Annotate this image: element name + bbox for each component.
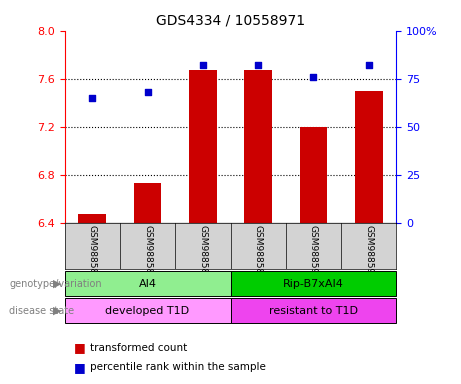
Text: genotype/variation: genotype/variation: [9, 279, 102, 289]
Bar: [300, 127, 327, 223]
Text: GSM988585: GSM988585: [88, 225, 97, 280]
Bar: [355, 91, 383, 223]
Bar: [230, 271, 396, 296]
Point: [365, 62, 372, 68]
Text: ▶: ▶: [53, 279, 62, 289]
Text: transformed count: transformed count: [90, 343, 187, 353]
Text: GSM988586: GSM988586: [143, 225, 152, 280]
Point: [89, 95, 96, 101]
Text: ■: ■: [74, 361, 85, 374]
Text: ■: ■: [74, 341, 85, 354]
Point: [199, 62, 207, 68]
Text: GSM988590: GSM988590: [309, 225, 318, 280]
Point: [310, 74, 317, 80]
Bar: [65, 271, 230, 296]
Point: [254, 62, 262, 68]
Text: AI4: AI4: [138, 279, 157, 289]
Text: resistant to T1D: resistant to T1D: [269, 306, 358, 316]
Text: ▶: ▶: [53, 306, 62, 316]
Bar: [189, 70, 217, 223]
Bar: [134, 183, 161, 223]
Text: GSM988589: GSM988589: [254, 225, 263, 280]
Text: developed T1D: developed T1D: [106, 306, 189, 316]
Bar: [78, 214, 106, 223]
Text: GSM988587: GSM988587: [198, 225, 207, 280]
Text: GSM988591: GSM988591: [364, 225, 373, 280]
Point: [144, 89, 151, 95]
Text: disease state: disease state: [9, 306, 74, 316]
Text: Rip-B7xAI4: Rip-B7xAI4: [283, 279, 344, 289]
Text: GDS4334 / 10558971: GDS4334 / 10558971: [156, 13, 305, 27]
Text: percentile rank within the sample: percentile rank within the sample: [90, 362, 266, 372]
Bar: [230, 298, 396, 323]
Bar: [244, 70, 272, 223]
Bar: [65, 298, 230, 323]
